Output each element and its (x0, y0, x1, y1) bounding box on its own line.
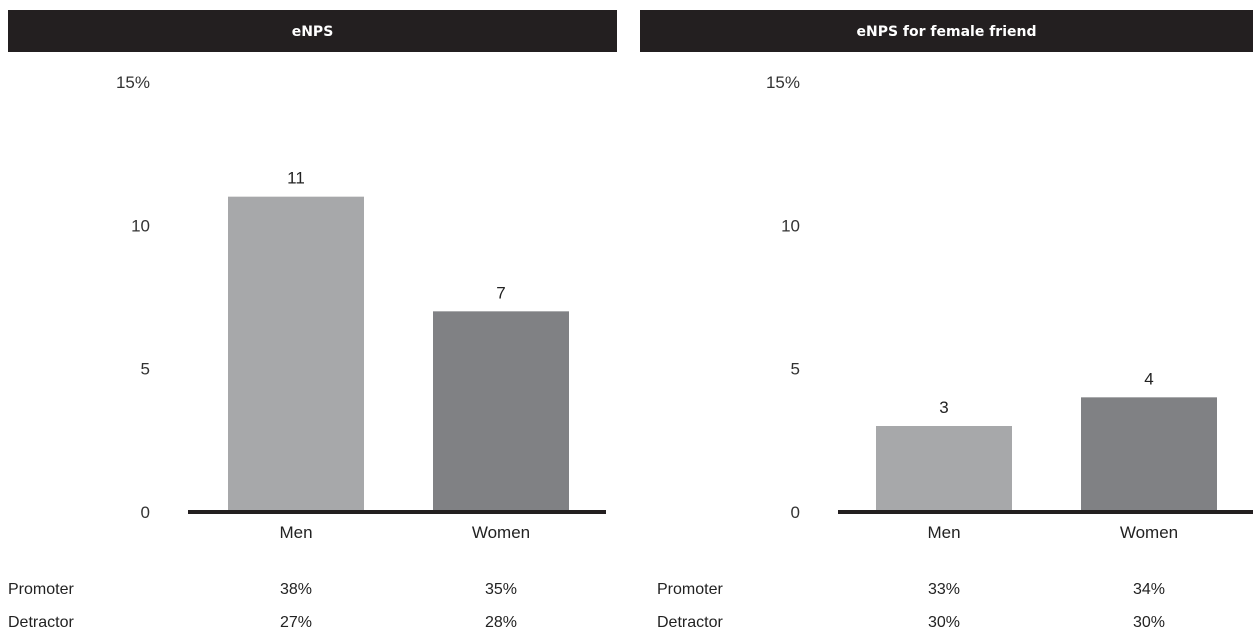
table-cell-value: 30% (928, 614, 960, 631)
data-label: 3 (939, 398, 948, 417)
y-tick-label: 10 (781, 216, 800, 235)
x-category-label: Men (279, 523, 312, 542)
table-cell-value: 28% (485, 614, 517, 631)
table-cell-value: 33% (928, 581, 960, 598)
table-cell-value: 38% (280, 581, 312, 598)
data-label: 11 (287, 169, 305, 188)
bar-men (228, 196, 364, 512)
chart-title: eNPS for female friend (857, 24, 1037, 40)
y-tick-label: 0 (791, 503, 800, 522)
table-row-label: Detractor (657, 614, 723, 631)
table-cell-value: 27% (280, 614, 312, 631)
chart-panel-1: eNPS 0 5 10 15% 11 Men 7 Women Promoter 38% 35% Detr… (8, 10, 617, 631)
bar-men (876, 426, 1012, 512)
y-tick-label: 15% (116, 73, 150, 92)
chart-panel-2: eNPS for female friend 0 5 10 15% 3 Men 4 Women P… (640, 10, 1253, 631)
table-row-label: Promoter (657, 581, 723, 598)
y-tick-label: 15% (766, 73, 800, 92)
data-label: 4 (1144, 369, 1153, 388)
x-category-label: Men (927, 523, 960, 542)
chart-header-bar (8, 10, 617, 52)
chart-title: eNPS (292, 24, 334, 40)
y-tick-label: 10 (131, 216, 150, 235)
table-cell-value: 35% (485, 581, 517, 598)
table-cell-value: 30% (1133, 614, 1165, 631)
data-label: 7 (496, 283, 505, 302)
bar-women (1081, 397, 1217, 512)
table-row-label: Detractor (8, 614, 74, 631)
y-tick-label: 5 (791, 360, 800, 379)
bar-women (433, 311, 569, 512)
chart-header-bar (640, 10, 1253, 52)
y-tick-label: 0 (141, 503, 150, 522)
table-cell-value: 34% (1133, 581, 1165, 598)
table-row-label: Promoter (8, 581, 74, 598)
x-category-label: Women (472, 523, 530, 542)
x-category-label: Women (1120, 523, 1178, 542)
y-tick-label: 5 (141, 360, 150, 379)
